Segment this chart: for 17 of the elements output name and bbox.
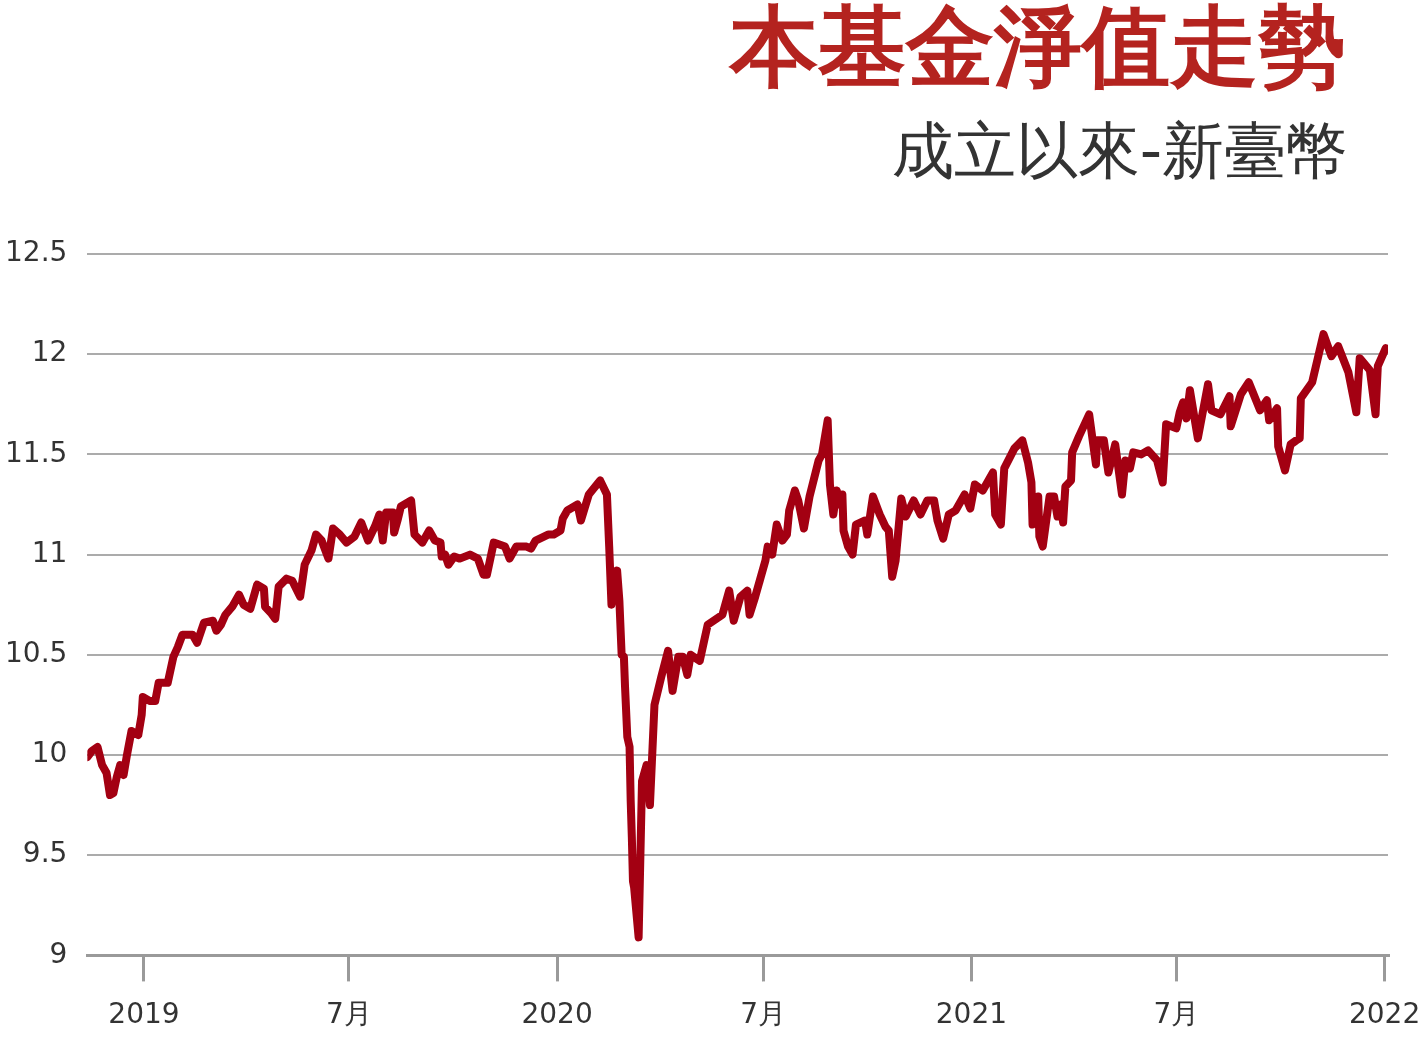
y-tick-label: 10 — [31, 736, 68, 770]
x-tick-label: 2021 — [935, 997, 1008, 1031]
y-tick-label: 9 — [49, 936, 68, 970]
chart-title: 本基金淨值走勢 — [730, 0, 1346, 98]
x-tick-label: 2022 — [1348, 997, 1421, 1031]
x-tick-label: 7月 — [740, 997, 787, 1031]
y-tick-label: 11 — [31, 535, 68, 569]
y-tick-label: 12 — [31, 335, 68, 369]
x-tick-label: 7月 — [1153, 997, 1200, 1031]
y-tick-label: 11.5 — [5, 435, 68, 469]
y-tick-label: 10.5 — [5, 636, 68, 670]
x-tick-label: 2019 — [108, 997, 180, 1031]
y-tick-label: 12.5 — [5, 235, 68, 269]
y-tick-label: 9.5 — [22, 836, 68, 870]
chart-subtitle: 成立以來-新臺幣 — [891, 114, 1348, 187]
x-tick-label: 7月 — [325, 997, 372, 1031]
x-tick-label: 2020 — [521, 997, 593, 1031]
